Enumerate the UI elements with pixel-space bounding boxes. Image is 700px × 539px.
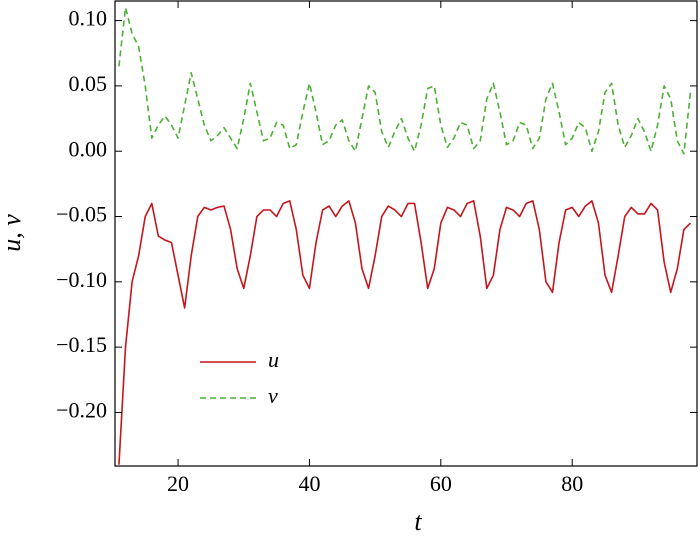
x-tick-label: 20 — [167, 471, 189, 496]
y-tick-label: 0.10 — [69, 6, 108, 31]
x-tick-label: 60 — [430, 471, 452, 496]
y-tick-label: 0.00 — [69, 136, 108, 161]
y-tick-label: −0.15 — [56, 332, 107, 357]
y-tick-label: −0.10 — [56, 267, 107, 292]
legend-label: v — [268, 383, 278, 408]
y-tick-label: 0.05 — [69, 71, 108, 96]
legend-label: u — [268, 347, 279, 372]
series-line — [118, 200, 691, 465]
plot-frame — [114, 0, 698, 467]
series-line — [118, 6, 692, 155]
y-tick-label: −0.05 — [56, 202, 107, 227]
y-tick-label: −0.20 — [56, 397, 107, 422]
x-tick-label: 40 — [298, 471, 320, 496]
x-axis-label: t — [414, 507, 422, 536]
x-tick-label: 80 — [561, 471, 583, 496]
y-axis-label: u, v — [0, 214, 26, 252]
